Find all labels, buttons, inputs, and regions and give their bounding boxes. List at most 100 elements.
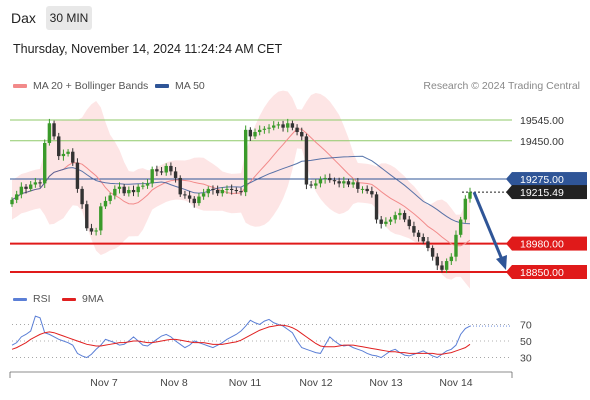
candle-body <box>229 188 234 190</box>
candle-body <box>253 132 257 137</box>
candle-body <box>61 153 66 157</box>
candle-body <box>197 196 201 204</box>
level-label-19275.00: 19275.00 <box>520 174 564 186</box>
level-badge-tip-19215.49 <box>506 185 512 200</box>
candle-body <box>421 237 425 242</box>
candle-body <box>458 219 463 235</box>
candle-body <box>342 181 346 184</box>
legend-rsi-swatch <box>13 297 27 301</box>
candle-body <box>262 128 267 130</box>
candle-body <box>85 204 89 229</box>
legend-ma50-label: MA 50 <box>175 80 205 92</box>
legend-ma50: MA 50 <box>155 80 205 92</box>
candle-body <box>169 165 173 172</box>
candle-body <box>131 189 136 193</box>
candle-body <box>183 194 187 196</box>
rsi-level-label-70: 70 <box>520 319 532 331</box>
candle-body <box>374 194 379 220</box>
candle-body <box>220 189 225 194</box>
candle-body <box>108 195 112 201</box>
candle-body <box>66 151 70 154</box>
candle-body <box>215 189 220 194</box>
candle-body <box>47 123 52 143</box>
level-badge-tip-18850.00 <box>506 265 512 279</box>
candle-body <box>28 184 33 189</box>
rsi-ma-line <box>11 324 471 355</box>
x-label-Nov-12: Nov 12 <box>299 377 332 389</box>
candle-body <box>295 127 299 133</box>
level-label-18980.00: 18980.00 <box>520 239 564 251</box>
candle-body <box>332 180 337 182</box>
projection-arrow-line <box>472 191 505 263</box>
candle-body <box>164 165 168 173</box>
candle-body <box>328 177 332 181</box>
symbol-label: Dax <box>11 10 36 26</box>
interval-button[interactable]: 30 MIN <box>46 6 92 30</box>
level-label-19215.49: 19215.49 <box>520 187 564 199</box>
candle-body <box>243 129 248 193</box>
candle-body <box>24 186 28 189</box>
candle-body <box>393 215 397 220</box>
credit-text: Research © 2024 Trading Central <box>423 80 580 92</box>
candle-body <box>75 162 80 189</box>
level-badge-tip-18980.00 <box>506 236 512 251</box>
candle-body <box>300 132 304 137</box>
candle-body <box>234 189 239 192</box>
candle-body <box>314 183 318 186</box>
candle-body <box>416 232 421 238</box>
candle-body <box>117 186 122 189</box>
legend-ma20-swatch <box>13 84 27 88</box>
candle-body <box>178 177 182 195</box>
candle-body <box>10 199 14 205</box>
legend-rsi: RSI <box>13 293 51 305</box>
candle-body <box>398 212 402 216</box>
candle-body <box>463 198 468 220</box>
candle-body <box>365 188 369 192</box>
level-badge-19275.00 <box>512 172 587 187</box>
candle-body <box>201 193 206 197</box>
candle-body <box>52 123 56 137</box>
candle-body <box>33 182 38 185</box>
candle-body <box>127 189 131 194</box>
candle-body <box>14 194 19 200</box>
candle-body <box>346 181 351 185</box>
level-label-19450.00: 19450.00 <box>520 136 564 148</box>
candle-body <box>412 226 416 233</box>
candle-body <box>444 261 449 270</box>
level-badge-tip-19275.00 <box>506 172 512 187</box>
candle-body <box>159 171 164 173</box>
level-badge-18980.00 <box>512 236 587 251</box>
candle-body <box>337 181 341 184</box>
timestamp-bar: Thursday, November 14, 2024 11:24:24 AM … <box>0 37 590 63</box>
candle-body <box>323 177 327 180</box>
candle-body <box>360 188 365 190</box>
candle-body <box>370 191 374 195</box>
legend-ma20-label: MA 20 + Bollinger Bands <box>33 80 149 92</box>
candle-body <box>145 183 150 186</box>
candle-body <box>239 191 243 193</box>
rsi-level-label-30: 30 <box>520 353 532 365</box>
level-badge-18850.00 <box>512 265 587 279</box>
candle-body <box>402 212 407 220</box>
rsi-level-label-50: 50 <box>520 336 532 348</box>
candle-body <box>113 188 117 196</box>
candle-body <box>281 124 285 128</box>
candle-body <box>248 129 253 137</box>
candle-body <box>206 188 210 194</box>
candle-body <box>304 136 309 185</box>
candle-body <box>80 188 84 205</box>
timestamp-label: Thursday, November 14, 2024 11:24:24 AM … <box>13 42 283 56</box>
candle-body <box>384 221 388 224</box>
candle-body <box>122 186 126 194</box>
top-bar: Dax 30 MIN <box>0 0 590 36</box>
x-label-Nov-13: Nov 13 <box>369 377 402 389</box>
candle-body <box>173 171 178 178</box>
candle-body <box>468 192 472 199</box>
candle-body <box>89 228 94 232</box>
candle-body <box>449 256 454 262</box>
candle-body <box>192 198 196 204</box>
candle-body <box>94 230 98 232</box>
candle-body <box>290 123 295 128</box>
candle-body <box>225 188 229 190</box>
